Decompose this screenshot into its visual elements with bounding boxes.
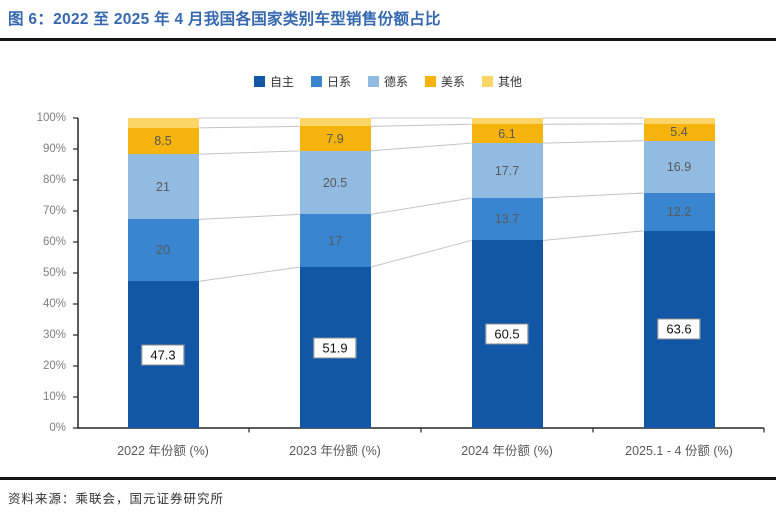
y-axis-tick-label: 80% bbox=[42, 173, 66, 186]
legend-swatch-icon bbox=[425, 76, 436, 87]
data-label-美系-1: 7.9 bbox=[326, 131, 344, 146]
data-label-美系-2: 6.1 bbox=[498, 126, 516, 141]
legend-swatch-icon bbox=[310, 76, 322, 87]
bar-segment-美系-2 bbox=[471, 124, 543, 144]
bar-segment-德系-1 bbox=[299, 150, 371, 215]
data-label-自主-1: 51.9 bbox=[313, 337, 357, 359]
y-axis-tick-label: 10% bbox=[42, 390, 66, 403]
y-axis-tick-label: 40% bbox=[42, 297, 66, 310]
legend-label: 其他 bbox=[498, 75, 523, 89]
data-label-日系-2: 13.7 bbox=[494, 211, 520, 226]
bar-segment-其他-2 bbox=[471, 118, 543, 125]
source-note: 资料来源：乘联会，国元证券研究所 bbox=[8, 491, 225, 506]
y-axis-tick-label: 50% bbox=[42, 266, 66, 279]
y-axis-tick-label: 0% bbox=[49, 421, 66, 434]
data-label-美系-0: 8.5 bbox=[154, 133, 172, 148]
bar-segment-德系-3 bbox=[643, 140, 715, 193]
bar-segment-日系-3 bbox=[643, 193, 715, 231]
legend-item-2: 德系 bbox=[367, 73, 408, 90]
chart-legend: 自主 日系 德系 美系 其他 bbox=[0, 73, 776, 90]
bar-segment-德系-0 bbox=[127, 154, 199, 220]
legend-swatch-icon bbox=[482, 76, 494, 87]
legend-label: 德系 bbox=[383, 75, 408, 89]
legend-item-3: 美系 bbox=[425, 73, 465, 90]
footer-divider bbox=[0, 477, 776, 480]
legend-swatch-icon bbox=[253, 76, 265, 87]
bar-segment-美系-0 bbox=[127, 127, 199, 155]
y-axis-tick-label: 90% bbox=[42, 142, 66, 155]
legend-label: 自主 bbox=[269, 75, 294, 89]
data-label-德系-2: 17.7 bbox=[494, 163, 520, 178]
data-label-自主-3: 63.6 bbox=[657, 318, 701, 340]
y-axis-tick-label: 30% bbox=[42, 328, 66, 341]
data-label-美系-3: 5.4 bbox=[670, 125, 688, 139]
data-label-德系-1: 20.5 bbox=[322, 175, 348, 190]
bar-segment-美系-3 bbox=[643, 123, 715, 141]
y-axis-tick-label: 20% bbox=[42, 359, 66, 372]
bar-segment-其他-3 bbox=[643, 118, 715, 124]
bar-segment-德系-2 bbox=[471, 143, 543, 198]
y-axis-tick-label: 70% bbox=[42, 204, 66, 217]
bar-segment-其他-0 bbox=[127, 118, 199, 128]
legend-swatch-icon bbox=[367, 76, 379, 87]
x-axis-category-label: 2024 年份额 (%) bbox=[461, 444, 553, 458]
y-axis-tick-label: 100% bbox=[36, 111, 66, 124]
data-label-日系-0: 20 bbox=[156, 243, 170, 258]
y-axis-tick-label: 60% bbox=[42, 235, 66, 248]
bar-segment-日系-0 bbox=[127, 219, 199, 282]
title-divider bbox=[0, 38, 776, 41]
legend-label: 日系 bbox=[326, 75, 351, 89]
figure-title: 图 6：2022 至 2025 年 4 月我国各国家类别车型销售份额占比 bbox=[8, 11, 441, 28]
bar-segment-其他-1 bbox=[299, 118, 371, 127]
legend-item-4: 其他 bbox=[482, 73, 522, 90]
data-label-自主-2: 60.5 bbox=[485, 323, 529, 345]
x-axis-category-label: 2022 年份额 (%) bbox=[117, 444, 209, 458]
data-label-自主-0: 47.3 bbox=[141, 344, 185, 366]
data-label-日系-3: 12.2 bbox=[666, 204, 692, 219]
x-axis-category-label: 2025.1 - 4 份额 (%) bbox=[625, 444, 733, 458]
bar-segment-日系-1 bbox=[299, 214, 371, 268]
legend-item-1: 日系 bbox=[310, 73, 351, 90]
data-label-德系-0: 21 bbox=[156, 179, 170, 194]
bar-segment-美系-1 bbox=[299, 126, 371, 151]
data-label-德系-3: 16.9 bbox=[666, 159, 692, 174]
data-label-日系-1: 17 bbox=[328, 233, 342, 248]
legend-item-0: 自主 bbox=[253, 73, 294, 90]
legend-label: 美系 bbox=[441, 75, 466, 89]
bar-segment-日系-2 bbox=[471, 197, 543, 241]
x-axis-category-label: 2023 年份额 (%) bbox=[289, 444, 381, 458]
